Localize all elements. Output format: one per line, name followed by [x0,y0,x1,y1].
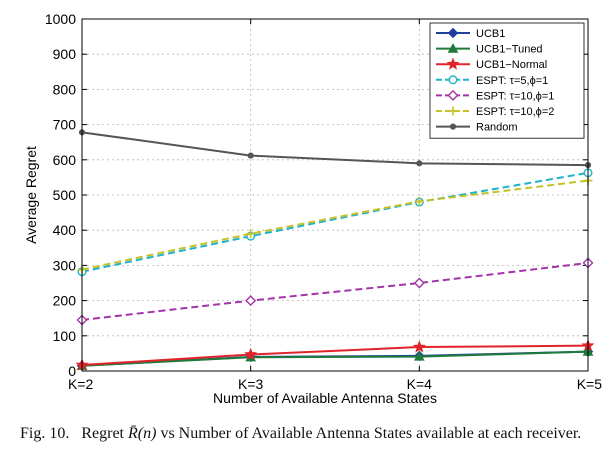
series-line [81,131,589,167]
legend-entry-0: UCB1 [436,27,505,40]
series-2 [75,338,595,371]
y-tick-label: 900 [53,46,77,62]
caption-text-after: vs Number of Available Antenna States av… [156,425,582,442]
series-line [81,261,589,321]
series-3 [77,168,593,277]
x-tick-label: K=4 [407,376,433,392]
caption-math: R̄(n) [128,425,157,442]
data-point [246,229,256,239]
data-point [447,89,459,101]
x-tick-label: K=3 [238,376,264,392]
legend-label: ESPT: τ=10,ϕ=1 [476,90,554,102]
data-point [449,123,457,130]
series-4 [76,257,594,326]
series-line [81,179,589,271]
data-point [448,106,458,116]
x-tick-label: K=2 [68,376,94,392]
legend-entry-6: Random [436,122,518,134]
legend-entry-2: UCB1−Normal [436,57,547,71]
y-tick-label: 0 [68,363,76,379]
y-tick-label: 700 [53,117,77,133]
series-lines [75,129,595,371]
y-axis-label: Average Regret [23,146,39,244]
x-tick-label: K=5 [577,376,603,392]
data-point [413,351,425,361]
series-line [81,171,589,273]
caption-text-before: Regret [81,425,128,442]
series-5 [77,176,593,275]
y-tick-label: 1000 [45,11,76,27]
data-point [448,75,458,85]
figure-caption: Fig. 10. Regret R̄(n) vs Number of Avail… [20,424,600,443]
data-point [247,152,254,159]
data-point [446,57,460,70]
x-axis-label: Number of Available Antenna States [213,390,437,406]
plot-frame [81,18,589,372]
y-tick-label: 400 [53,222,77,238]
y-tick-label: 600 [53,152,77,168]
legend-label: ESPT: τ=10,ϕ=2 [476,106,554,118]
data-point [244,347,258,360]
data-point [447,27,459,39]
data-point [414,196,424,206]
legend-label: UCB1 [476,28,505,40]
data-point [447,43,459,53]
data-point [416,160,423,167]
y-tick-label: 200 [53,293,77,309]
legend-label: ESPT: τ=5,ϕ=1 [476,75,548,87]
series-line [81,344,589,367]
legend-entry-1: UCB1−Tuned [436,43,543,56]
legend-entry-5: ESPT: τ=10,ϕ=2 [436,106,554,118]
data-point [245,295,257,307]
y-tick-label: 100 [53,328,77,344]
y-tick-label: 500 [53,187,77,203]
data-point [412,340,426,353]
legend-entry-4: ESPT: τ=10,ϕ=1 [436,89,554,102]
legend: UCB1 UCB1−Tuned UCB1−Normal ESPT: τ=5,ϕ=1 ES… [429,22,585,139]
caption-fig-label: Fig. 10. [20,425,70,442]
legend-label: Random [476,122,518,134]
y-tick-label: 300 [53,257,77,273]
x-axis-ticks: K=2 K=3 K=4 K=5 [68,19,602,392]
legend-label: UCB1−Tuned [476,44,543,56]
y-tick-label: 800 [53,81,77,97]
series-line [81,350,589,367]
legend-label: UCB1−Normal [476,59,547,71]
legend-entry-3: ESPT: τ=5,ϕ=1 [436,75,548,87]
data-point [413,277,425,289]
y-axis-ticks: 0 100 200 300 400 500 600 700 800 900 1000 [45,11,588,379]
